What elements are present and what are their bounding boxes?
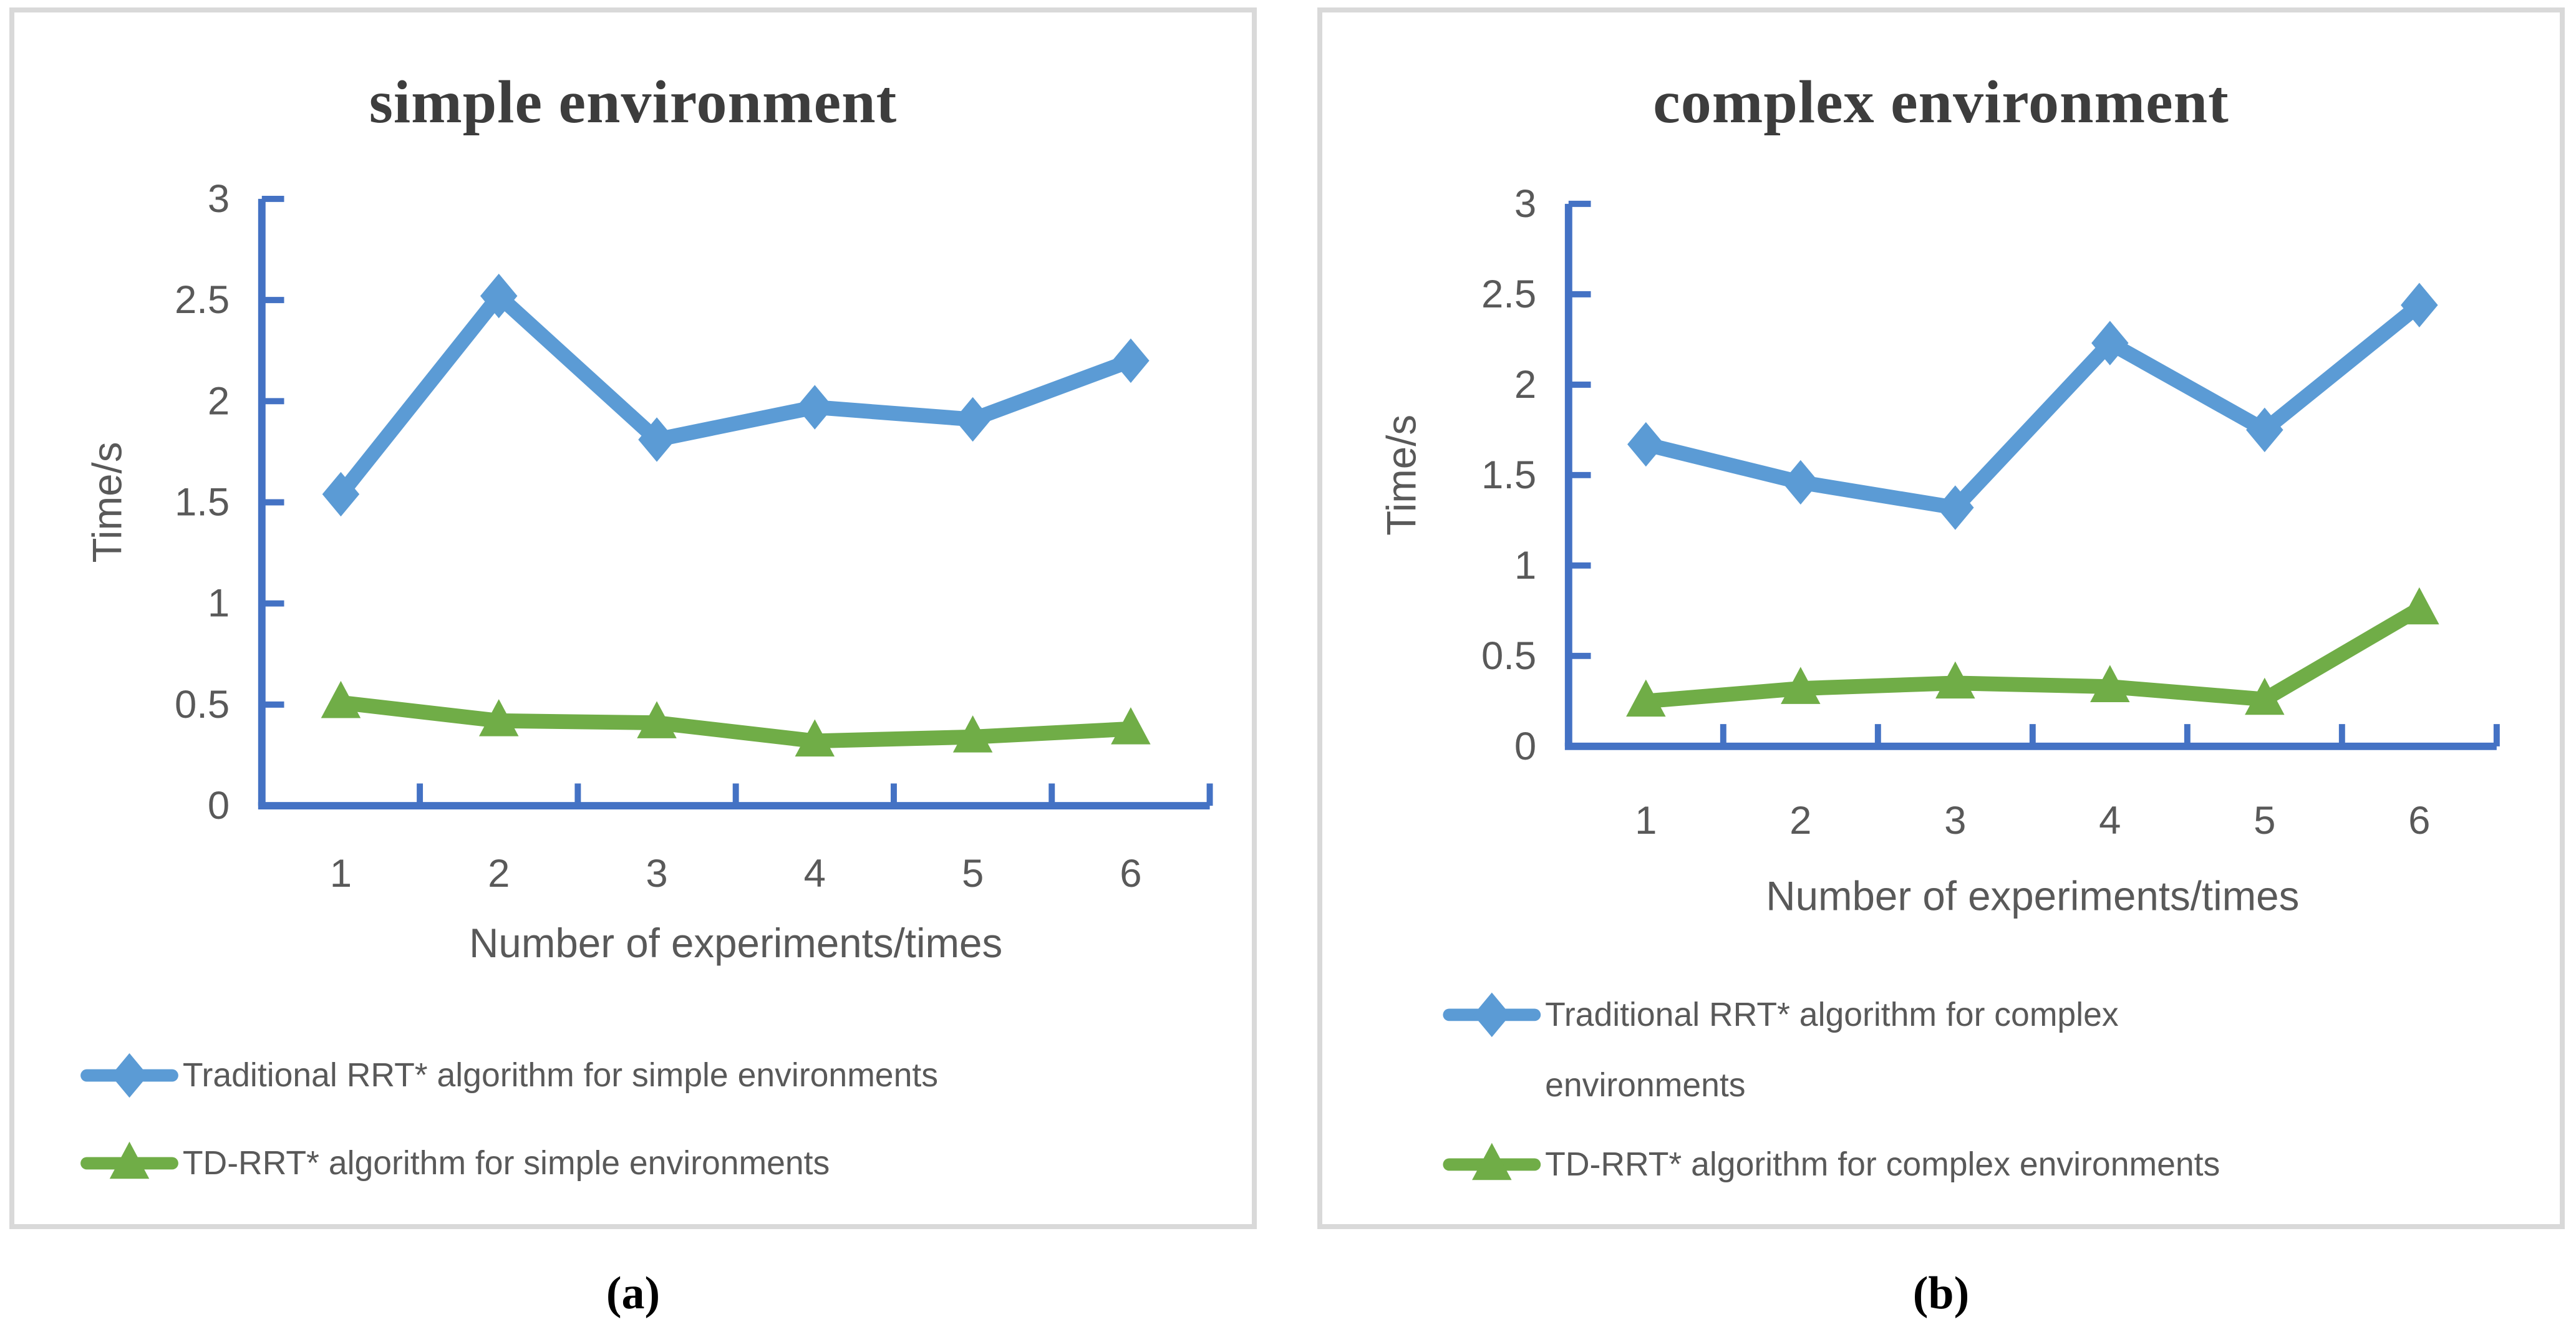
x-tick-label: 3 bbox=[1944, 799, 1966, 842]
legend-marker-diamond bbox=[110, 1053, 148, 1098]
x-tick-label: 6 bbox=[2408, 799, 2430, 842]
series-line-triangle bbox=[333, 695, 1138, 749]
y-tick-label: 1 bbox=[1514, 544, 1536, 587]
data-point-triangle bbox=[1781, 667, 1821, 704]
x-axis-title: Number of experiments/times bbox=[1766, 873, 2299, 919]
y-tick-label: 0.5 bbox=[1481, 634, 1536, 678]
x-tick-label: 5 bbox=[2254, 799, 2275, 842]
data-point-diamond bbox=[796, 385, 834, 430]
chart-title-complex: complex environment bbox=[1653, 69, 2229, 136]
legend-item: TD-RRT* algorithm for simple environment… bbox=[80, 1141, 830, 1182]
data-point-diamond bbox=[1782, 460, 1819, 505]
legend-label: TD-RRT* algorithm for simple environment… bbox=[183, 1145, 830, 1182]
x-tick-label: 1 bbox=[330, 852, 352, 895]
data-point-diamond bbox=[322, 471, 360, 517]
x-tick-label: 4 bbox=[804, 852, 826, 895]
data-point-triangle bbox=[1935, 661, 1975, 699]
y-tick-label: 3 bbox=[208, 177, 230, 221]
data-point-diamond bbox=[1112, 338, 1150, 384]
data-point-triangle bbox=[2090, 665, 2130, 702]
y-tick-label: 2 bbox=[208, 379, 230, 423]
data-point-diamond bbox=[2246, 407, 2283, 453]
line-chart-simple: 0 0.5 1 1.5 2 2.5 3 1 2 3 4 5 6 Time/s Number of exper… bbox=[80, 177, 1213, 1182]
legend-label: TD-RRT* algorithm for complex environmen… bbox=[1545, 1146, 2220, 1183]
x-tick-label: 4 bbox=[2099, 799, 2121, 842]
data-point-triangle bbox=[952, 715, 993, 753]
x-tick-label: 2 bbox=[488, 852, 510, 895]
legend-item: TD-RRT* algorithm for complex environmen… bbox=[1443, 1142, 2220, 1183]
data-point-diamond bbox=[1937, 485, 1974, 530]
caption-a: (a) bbox=[606, 1268, 661, 1319]
x-tick-label: 6 bbox=[1120, 852, 1141, 895]
chart-panel-complex: complex environment 0 0.5 1 1.5 2 2.5 3 1 2 3 4 5 6 T… bbox=[1317, 7, 2565, 1229]
y-tick-label: 0 bbox=[1514, 725, 1536, 768]
y-tick-label: 2.5 bbox=[1481, 273, 1536, 316]
data-point-triangle bbox=[1626, 679, 1666, 717]
data-point-triangle bbox=[2399, 587, 2439, 625]
y-tick-label: 0 bbox=[208, 784, 230, 828]
caption-b: (b) bbox=[1912, 1268, 1970, 1319]
data-point-diamond bbox=[1627, 422, 1665, 467]
y-tick-label: 1.5 bbox=[1481, 453, 1536, 497]
series-line-diamond bbox=[1638, 297, 2427, 515]
y-tick-label: 3 bbox=[1514, 182, 1536, 226]
series-line-diamond bbox=[333, 288, 1138, 502]
chart-panel-simple: simple environment 0 0.5 1 1.5 2 2.5 3 1 2 3 4 5 6 Ti… bbox=[9, 7, 1257, 1229]
chart-title-simple: simple environment bbox=[369, 69, 898, 136]
y-tick-label: 1 bbox=[208, 582, 230, 625]
legend-label: environments bbox=[1545, 1067, 1745, 1104]
y-tick-label: 2.5 bbox=[175, 278, 230, 322]
data-point-diamond bbox=[2091, 321, 2129, 365]
legend-marker-diamond bbox=[1473, 992, 1511, 1038]
legend-label: Traditional RRT* algorithm for complex bbox=[1545, 997, 2119, 1033]
line-chart-complex: 0 0.5 1 1.5 2 2.5 3 1 2 3 4 5 6 Time/s Number of exper… bbox=[1378, 182, 2500, 1183]
data-point-diamond bbox=[2401, 282, 2438, 327]
data-point-diamond bbox=[638, 417, 675, 462]
data-point-triangle bbox=[478, 699, 519, 736]
data-point-diamond bbox=[954, 397, 992, 442]
x-tick-label: 3 bbox=[646, 852, 667, 895]
legend-marker-triangle bbox=[1472, 1142, 1512, 1180]
data-point-triangle bbox=[795, 719, 835, 757]
legend-item: Traditional RRT* algorithm for simple en… bbox=[80, 1053, 938, 1098]
data-point-diamond bbox=[480, 273, 518, 319]
y-axis-title: Time/s bbox=[84, 442, 130, 563]
data-point-triangle bbox=[1111, 707, 1151, 745]
y-tick-label: 0.5 bbox=[175, 683, 230, 726]
x-axis-title: Number of experiments/times bbox=[469, 920, 1002, 966]
y-tick-label: 1.5 bbox=[175, 481, 230, 524]
legend-label: Traditional RRT* algorithm for simple en… bbox=[183, 1057, 938, 1094]
y-axis-title: Time/s bbox=[1378, 415, 1424, 536]
y-tick-label: 2 bbox=[1514, 363, 1536, 407]
legend-marker-triangle bbox=[109, 1141, 150, 1179]
x-tick-label: 1 bbox=[1635, 799, 1657, 842]
data-point-triangle bbox=[2245, 677, 2285, 715]
data-point-triangle bbox=[321, 680, 361, 718]
data-point-triangle bbox=[637, 701, 677, 738]
x-tick-label: 2 bbox=[1789, 799, 1811, 842]
series-line-triangle bbox=[1638, 601, 2427, 709]
x-tick-label: 5 bbox=[962, 852, 984, 895]
legend-item: Traditional RRT* algorithm for complex en… bbox=[1443, 992, 2119, 1104]
